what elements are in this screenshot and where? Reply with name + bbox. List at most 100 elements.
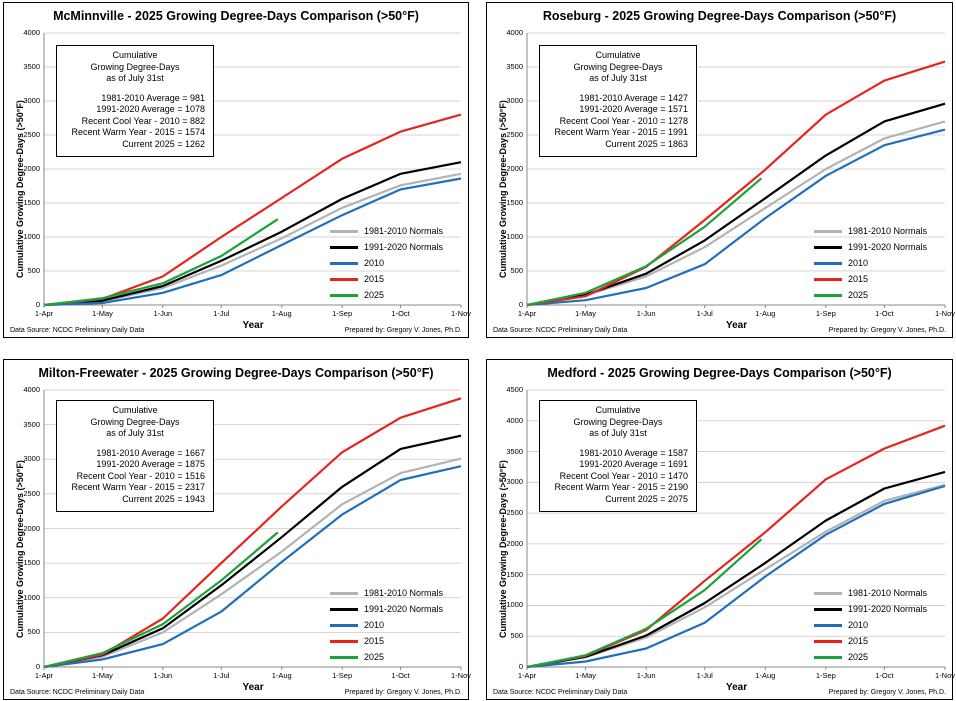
legend-item: 1991-2020 Normals (330, 239, 443, 255)
annotation-stat-line: Recent Warm Year - 2015 = 1574 (71, 127, 206, 137)
x-tick-label: 1-Apr (517, 309, 537, 318)
chart-title: McMinnville - 2025 Growing Degree-Days C… (53, 9, 419, 23)
legend-swatch (814, 608, 842, 611)
y-tick-label: 1000 (506, 600, 523, 610)
x-tick-label: 1-Oct (391, 309, 410, 318)
y-tick-label: 2500 (23, 488, 40, 498)
x-tick-label: 1-Aug (271, 671, 292, 680)
legend-label: 1981-2010 Normals (848, 588, 928, 598)
annotation-stat-line: Recent Warm Year - 2015 = 2190 (554, 482, 689, 492)
x-tick-label: 1-May (575, 309, 597, 318)
y-tick-label: 4000 (506, 28, 523, 37)
chart-panel: Milton-Freewater - 2025 Growing Degree-D… (3, 359, 471, 700)
annotation-header-line: Cumulative (595, 50, 641, 60)
legend-swatch (330, 640, 358, 643)
legend-item: 2025 (814, 649, 927, 665)
x-tick-label: 1-Oct (875, 309, 894, 318)
y-tick-label: 3500 (506, 446, 523, 456)
annotation-stat-line: 1981-2010 Average = 1587 (579, 447, 688, 458)
annotation-header: Cumulative Growing Degree-Days as of July … (57, 405, 213, 440)
annotation-header-line: Cumulative (595, 405, 641, 415)
annotation-header-line: as of July 31st (589, 428, 647, 438)
y-tick-label: 1500 (23, 198, 40, 207)
x-tick-label: 1-Nov (450, 671, 471, 680)
legend-swatch (330, 608, 358, 611)
data-source-label: Data Source: NCDC Preliminary Daily Data (10, 327, 145, 334)
legend-swatch (330, 246, 358, 249)
y-tick-label: 2500 (23, 130, 40, 139)
legend-label: 2025 (848, 290, 869, 300)
y-tick-label: 2000 (506, 538, 523, 548)
legend-swatch (330, 278, 358, 281)
x-tick-label: 1-May (575, 671, 597, 680)
annotation-header-line: as of July 31st (106, 73, 164, 83)
y-tick-label: 2000 (23, 164, 40, 173)
annotation-stat-line: 1981-2010 Average = 1667 (96, 447, 205, 458)
x-tick-label: 1-Nov (934, 671, 955, 680)
y-tick-label: 1500 (23, 558, 40, 568)
legend-swatch (330, 262, 358, 265)
series-line-2010 (526, 484, 946, 669)
x-tick-label: 1-Jul (213, 671, 230, 680)
annotation-stats: 1981-2010 Average = 1587 1991-2020 Averag… (540, 448, 696, 506)
legend-swatch (330, 624, 358, 627)
x-tick-label: 1-Oct (391, 671, 410, 680)
y-tick-label: 500 (27, 266, 40, 275)
y-tick-label: 4000 (23, 385, 40, 394)
annotation-stat-line: Current 2025 = 2075 (605, 493, 688, 504)
series-line-2015 (526, 60, 946, 307)
prepared-by-label: Prepared by: Gregory V. Jones, Ph.D. (344, 327, 462, 334)
x-tick-label: 1-Jun (636, 671, 656, 680)
y-tick-label: 2500 (506, 508, 523, 518)
annotation-stat-line: Current 2025 = 1943 (122, 493, 205, 504)
y-tick-label: 4000 (506, 415, 523, 425)
y-tick-label: 2000 (506, 164, 523, 173)
annotation-stat-line: 1991-2020 Average = 1078 (96, 104, 205, 114)
legend: 1981-2010 Normals 1991-2020 Normals 2010 20… (814, 585, 927, 665)
legend-item: 1981-2010 Normals (814, 585, 927, 601)
x-tick-label: 1-Apr (34, 671, 54, 680)
legend-item: 2015 (814, 271, 927, 287)
legend-label: 2025 (364, 290, 385, 300)
legend-item: 1981-2010 Normals (814, 223, 927, 239)
legend-item: 1991-2020 Normals (814, 239, 927, 255)
annotation-header-line: as of July 31st (589, 73, 647, 83)
y-tick-label: 500 (510, 266, 523, 275)
y-tick-label: 2000 (23, 523, 40, 533)
x-axis-title: Year (242, 682, 264, 693)
annotation-stats: 1981-2010 Average = 1427 1991-2020 Averag… (540, 93, 696, 151)
legend-item: 1981-2010 Normals (330, 223, 443, 239)
y-tick-label: 4000 (23, 28, 40, 37)
annotation-stat-line: Recent Cool Year - 2010 = 882 (81, 115, 205, 126)
y-tick-label: 0 (518, 300, 523, 309)
annotation-stat-line: Current 2025 = 1262 (122, 138, 205, 149)
legend-item: 1981-2010 Normals (330, 585, 443, 601)
legend-label: 1981-2010 Normals (364, 588, 444, 598)
x-axis-title: Year (726, 682, 748, 693)
x-tick-label: 1-Sep (332, 671, 353, 680)
y-tick-label: 2500 (506, 130, 523, 139)
series-line-1991-2020-normals (43, 161, 462, 307)
legend-item: 1991-2020 Normals (330, 601, 443, 617)
annotation-header-line: Growing Degree-Days (90, 416, 180, 427)
y-tick-label: 1500 (506, 569, 523, 579)
legend-label: 1991-2020 Normals (848, 242, 928, 252)
annotation-stat-line: Recent Cool Year - 2010 = 1470 (559, 470, 688, 481)
legend-item: 2010 (814, 617, 927, 633)
y-tick-label: 3500 (23, 419, 40, 429)
legend-label: 1981-2010 Normals (364, 226, 444, 236)
x-tick-label: 1-Apr (517, 671, 537, 680)
annotation-box: Cumulative Growing Degree-Days as of July … (56, 400, 214, 512)
annotation-stat-line: 1981-2010 Average = 981 (101, 92, 205, 103)
annotation-stat-line: Recent Warm Year - 2015 = 2317 (71, 482, 206, 492)
x-tick-label: 1-Sep (815, 671, 836, 680)
y-tick-label: 3000 (506, 96, 523, 105)
legend-label: 2015 (364, 636, 385, 646)
annotation-header: Cumulative Growing Degree-Days as of July … (540, 405, 696, 440)
legend-label: 2010 (848, 258, 869, 268)
x-tick-label: 1-Sep (332, 309, 353, 318)
y-tick-label: 3500 (506, 62, 523, 71)
prepared-by-label: Prepared by: Gregory V. Jones, Ph.D. (828, 327, 946, 334)
annotation-header: Cumulative Growing Degree-Days as of July … (540, 50, 696, 85)
legend: 1981-2010 Normals 1991-2020 Normals 2010 20… (814, 223, 927, 303)
